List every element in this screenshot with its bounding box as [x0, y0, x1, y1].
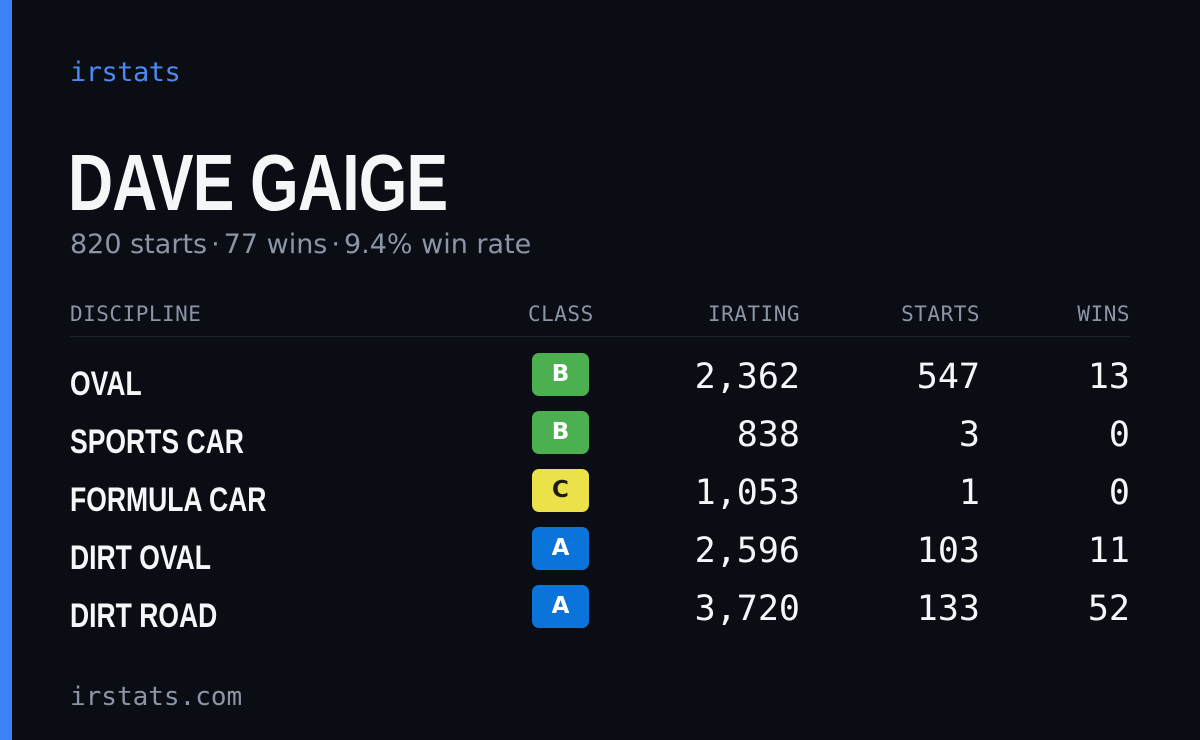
row-irating: 2,596	[694, 531, 800, 571]
header-irating: IRATING	[707, 302, 800, 326]
brand-logo: irstats	[70, 57, 181, 88]
row-starts: 3	[958, 415, 980, 455]
table-row: DIRT ROAD A 3,720 133 52	[70, 585, 1130, 643]
footer-url: irstats.com	[70, 682, 243, 712]
row-discipline: OVAL	[70, 365, 142, 403]
summary-wins: 77 wins	[223, 229, 328, 260]
class-badge: A	[532, 527, 589, 570]
header-starts: STARTS	[901, 302, 980, 326]
class-badge: A	[532, 585, 589, 628]
table-row: OVAL B 2,362 547 13	[70, 353, 1130, 411]
row-discipline: DIRT OVAL	[70, 539, 211, 577]
discipline-table: DISCIPLINE CLASS IRATING STARTS WINS OVA…	[70, 298, 1130, 643]
row-discipline: FORMULA CAR	[70, 481, 267, 519]
class-badge: C	[532, 469, 589, 512]
row-irating: 2,362	[694, 357, 800, 397]
row-irating: 1,053	[694, 473, 800, 513]
row-starts: 1	[958, 473, 980, 513]
row-starts: 103	[916, 531, 980, 571]
summary-starts: 820 starts	[70, 229, 208, 260]
header-discipline: DISCIPLINE	[70, 302, 202, 326]
table-row: SPORTS CAR B 838 3 0	[70, 411, 1130, 469]
table-header: DISCIPLINE CLASS IRATING STARTS WINS	[70, 298, 1130, 337]
row-irating: 838	[736, 415, 800, 455]
row-wins: 52	[1087, 589, 1130, 629]
driver-summary: 820 starts · 77 wins · 9.4% win rate	[70, 228, 531, 262]
row-starts: 133	[916, 589, 980, 629]
row-wins: 0	[1108, 473, 1130, 513]
table-row: FORMULA CAR C 1,053 1 0	[70, 469, 1130, 527]
summary-separator: ·	[211, 229, 220, 260]
class-badge: B	[532, 411, 589, 454]
accent-bar	[0, 0, 12, 740]
row-discipline: SPORTS CAR	[70, 423, 244, 461]
row-wins: 11	[1087, 531, 1130, 571]
table-row: DIRT OVAL A 2,596 103 11	[70, 527, 1130, 585]
class-badge: B	[532, 353, 589, 396]
driver-name: DAVE GAIGE	[68, 138, 448, 227]
row-starts: 547	[916, 357, 980, 397]
row-wins: 0	[1108, 415, 1130, 455]
table-body: OVAL B 2,362 547 13 SPORTS CAR B 838 3 0…	[70, 337, 1130, 643]
row-wins: 13	[1087, 357, 1130, 397]
summary-win-rate: 9.4% win rate	[343, 229, 532, 260]
header-wins: WINS	[1077, 302, 1130, 326]
row-discipline: DIRT ROAD	[70, 597, 218, 635]
summary-separator: ·	[331, 229, 340, 260]
header-class: CLASS	[528, 302, 594, 326]
row-irating: 3,720	[694, 589, 800, 629]
